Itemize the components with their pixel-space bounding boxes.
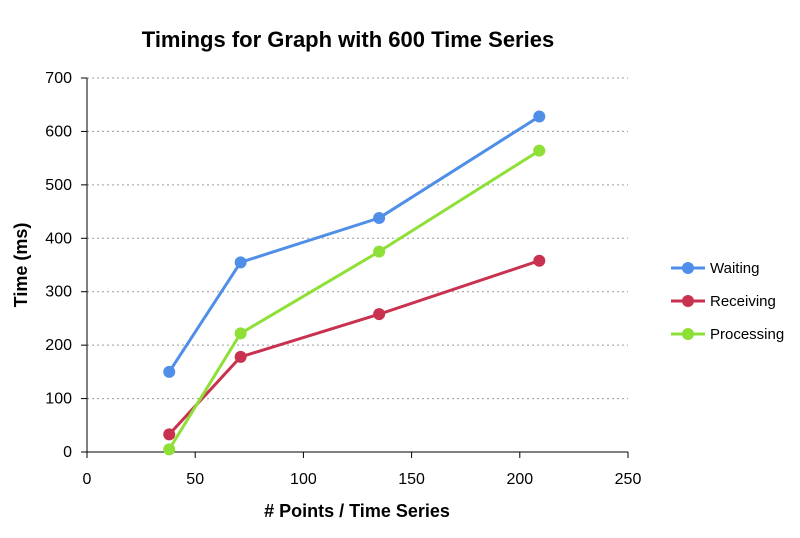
y-tick-label: 0: [63, 444, 72, 461]
legend: Waiting Receiving Processing: [671, 260, 784, 343]
y-tick-label: 200: [45, 337, 72, 354]
series-line-waiting: [167, 115, 541, 373]
series-line-receiving: [168, 259, 540, 436]
x-axis-ticks: 0 50 100 150 200 250: [83, 452, 642, 488]
y-tick-label: 500: [45, 177, 72, 194]
x-tick-label: 250: [615, 471, 642, 488]
data-point-processing: [163, 443, 176, 456]
y-tick-label: 300: [45, 284, 72, 301]
legend-marker-receiving: [682, 295, 694, 307]
data-point-waiting: [373, 211, 386, 224]
data-point-processing: [533, 144, 546, 157]
x-tick-label: 200: [506, 471, 533, 488]
legend-marker-processing: [682, 328, 694, 340]
data-point-receiving: [234, 350, 247, 363]
axes: [86, 78, 628, 453]
x-axis-title: # Points / Time Series: [264, 501, 450, 521]
data-point-processing: [234, 327, 247, 340]
y-tick-label: 400: [45, 230, 72, 247]
data-point-processing: [373, 245, 386, 258]
legend-label-receiving: Receiving: [710, 293, 776, 310]
x-tick-label: 150: [398, 471, 425, 488]
x-tick-label: 100: [290, 471, 317, 488]
legend-label-waiting: Waiting: [710, 260, 759, 277]
data-point-receiving: [533, 254, 546, 267]
chart-title: Timings for Graph with 600 Time Series: [142, 27, 554, 52]
y-tick-label: 600: [45, 123, 72, 140]
gridlines: [87, 77, 628, 400]
x-tick-label: 0: [83, 471, 92, 488]
y-tick-label: 100: [45, 391, 72, 408]
data-point-receiving: [163, 428, 176, 441]
legend-marker-waiting: [682, 262, 694, 274]
y-axis-title: Time (ms): [11, 223, 31, 308]
y-tick-label: 700: [45, 70, 72, 87]
legend-label-processing: Processing: [710, 326, 784, 343]
data-point-receiving: [373, 308, 386, 321]
series: [163, 110, 546, 456]
series-line-processing: [167, 149, 541, 451]
data-point-waiting: [234, 256, 247, 269]
data-point-waiting: [533, 110, 546, 123]
data-point-waiting: [163, 365, 176, 378]
y-axis-ticks: 0 100 200 300 400 500 600 700: [45, 70, 87, 461]
x-tick-label: 50: [186, 471, 204, 488]
